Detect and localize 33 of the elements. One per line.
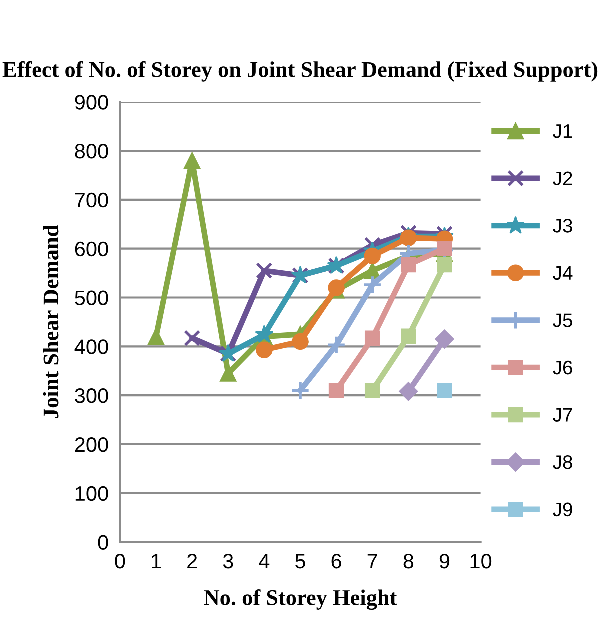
legend-label: J2 — [553, 172, 572, 186]
x-tick-label: 9 — [440, 554, 450, 569]
legend-label: J9 — [553, 502, 572, 517]
x-tick-label: 3 — [223, 554, 234, 569]
chart-title: Effect of No. of Storey on Joint Shear Demand (Fixed Support) — [2, 61, 598, 82]
x-tick-label: 2 — [188, 554, 198, 569]
legend-label: J3 — [553, 219, 572, 233]
y-tick-label: 400 — [74, 340, 108, 354]
x-tick-label: 5 — [296, 554, 306, 569]
x-tick-label: 10 — [470, 554, 492, 569]
y-tick-label: 700 — [75, 192, 108, 208]
y-tick-label: 500 — [75, 290, 108, 306]
x-axis-title: No. of Storey Height — [204, 590, 398, 610]
y-tick-label: 600 — [75, 242, 108, 257]
legend-label: J4 — [553, 266, 573, 280]
y-tick-label: 900 — [75, 95, 108, 110]
y-tick-label: 100 — [76, 486, 108, 502]
x-tick-label: 8 — [404, 554, 414, 569]
x-tick-label: 1 — [152, 554, 162, 569]
legend-label: J8 — [553, 456, 572, 470]
y-tick-label: 0 — [98, 535, 108, 550]
y-tick-label: 200 — [75, 437, 108, 452]
x-tick-label: 7 — [368, 554, 378, 569]
legend-label: J6 — [553, 360, 572, 375]
x-tick-label: 0 — [115, 554, 126, 569]
x-tick-label: 4 — [259, 554, 270, 569]
x-tick-label: 6 — [332, 554, 342, 569]
y-axis-title: Joint Shear Demand — [43, 225, 59, 419]
legend-label: J1 — [553, 124, 572, 138]
y-tick-label: 800 — [75, 144, 108, 159]
legend-label: J5 — [553, 314, 572, 328]
legend-label: J7 — [553, 408, 572, 422]
y-tick-label: 300 — [75, 388, 108, 404]
